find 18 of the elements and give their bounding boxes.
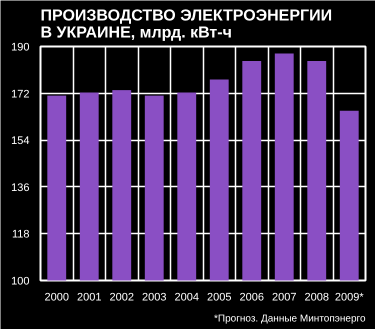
x-tick-label: 2009*: [334, 292, 364, 304]
x-tick-label: 2000: [44, 292, 69, 304]
y-tick-label: 190: [11, 42, 30, 54]
x-tick-label: 2006: [240, 292, 264, 304]
x-tick-label: 2004: [174, 292, 199, 304]
x-tick-label: 2008: [304, 292, 329, 304]
y-tick-label: 118: [12, 228, 30, 241]
x-tick-label: 2002: [110, 292, 134, 304]
chart-title: ПРОИЗВОДСТВО ЭЛЕКТРОЭНЕРГИИ В УКРАИНЕ, млрд. кВт-ч: [40, 8, 332, 42]
y-tick-label: 100: [11, 276, 30, 288]
y-tick-label: 136: [11, 182, 30, 194]
x-tick-label: 2007: [272, 292, 296, 304]
y-tick-label: 154: [11, 135, 30, 148]
x-tick-label: 2003: [142, 292, 166, 304]
x-tick-label: 2001: [77, 292, 102, 304]
x-tick-label: 2005: [207, 292, 232, 304]
text: *Прогноз. Данные Минтопэнерго: [214, 314, 366, 324]
y-tick-label: 172: [11, 88, 30, 100]
